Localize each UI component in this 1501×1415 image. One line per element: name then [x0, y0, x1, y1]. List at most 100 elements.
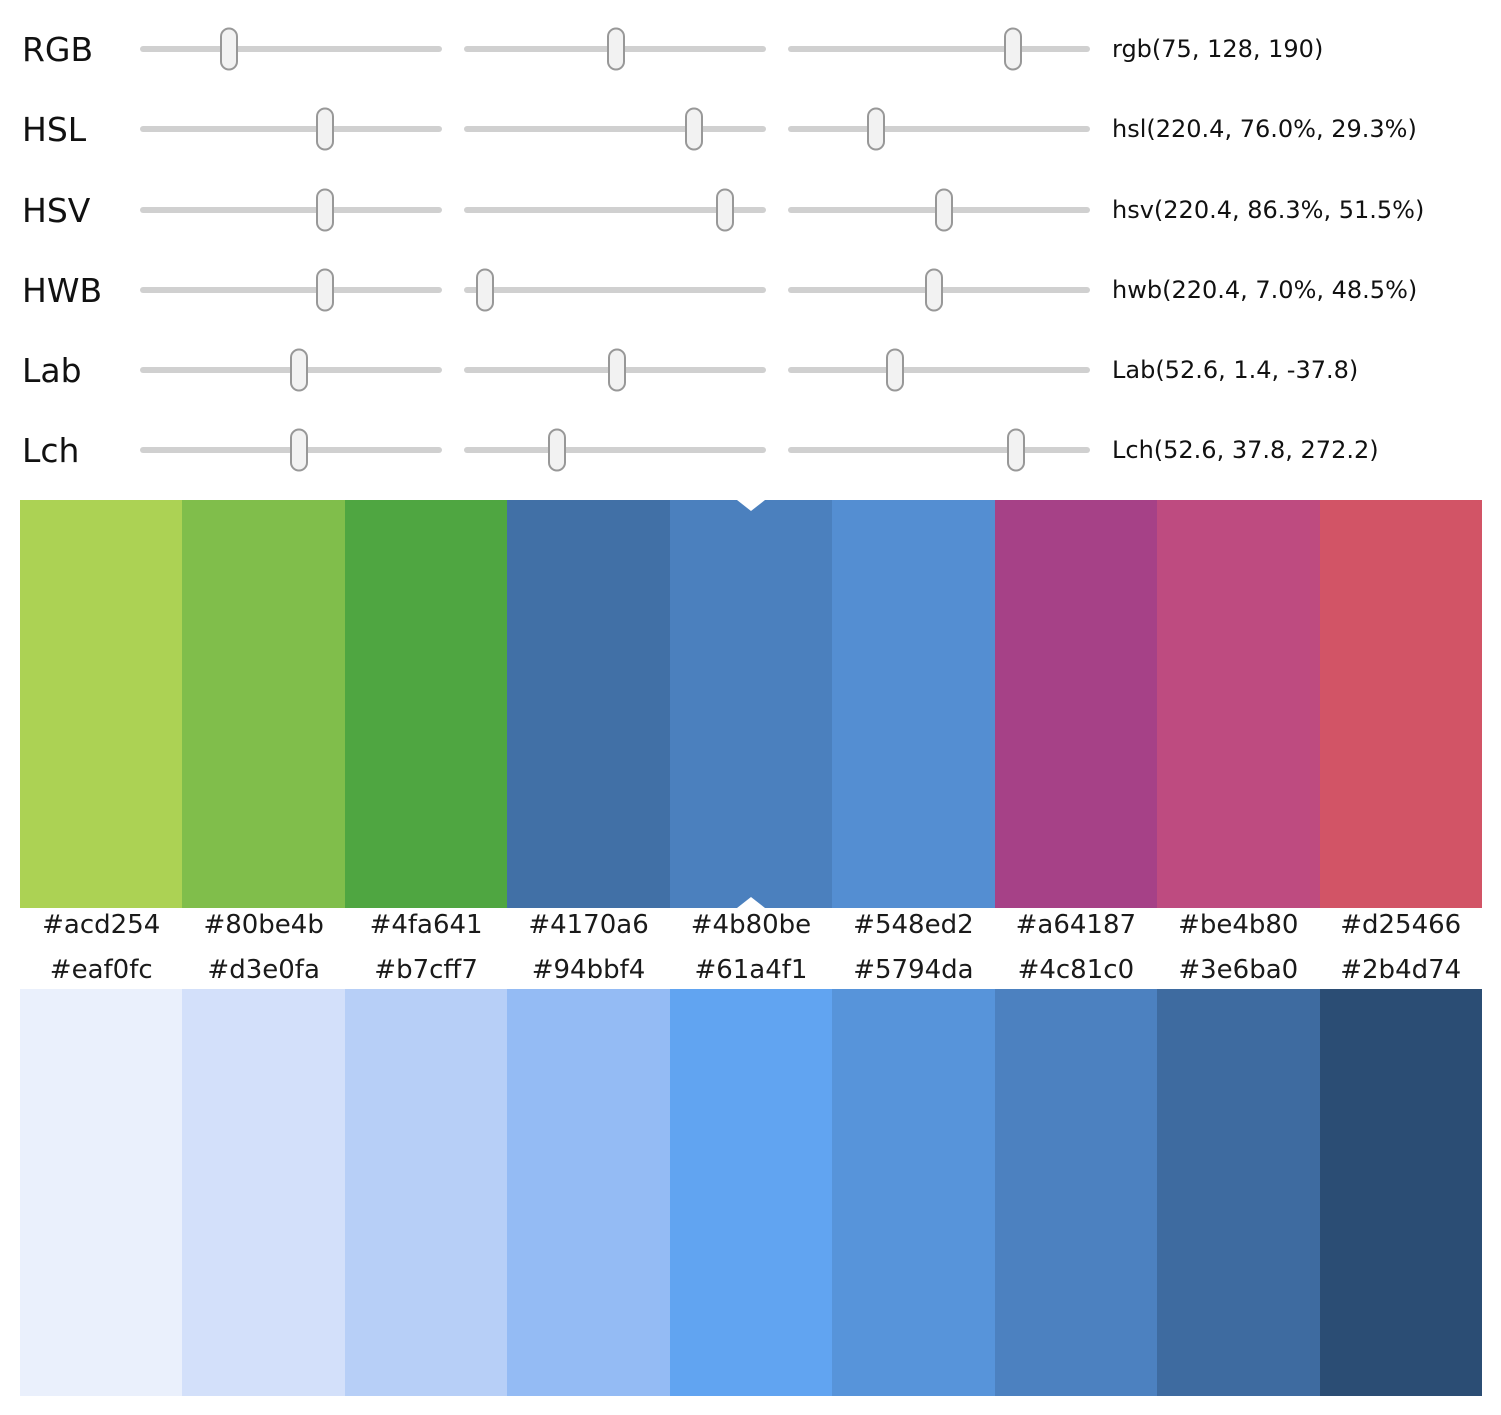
slider-track-group [140, 268, 1090, 312]
swatch[interactable] [994, 500, 1158, 908]
lightness-hex-labels: #eaf0fc #d3e0fa #b7cff7 #94bbf4 #61a4f1 … [20, 951, 1482, 989]
swatch[interactable] [669, 989, 833, 1396]
slider-track-group [140, 428, 1090, 472]
slider-track-s[interactable] [464, 107, 766, 151]
slider-thumb[interactable] [315, 107, 334, 151]
slider-track-group [140, 188, 1090, 232]
slider-row-label: HSL [22, 109, 87, 149]
slider-thumb[interactable] [289, 428, 308, 472]
hue-hex-labels: #acd254 #80be4b #4fa641 #4170a6 #4b80be … [20, 906, 1482, 944]
slider-thumb[interactable] [1007, 428, 1026, 472]
hex-label: #80be4b [203, 910, 324, 940]
swatch[interactable] [1319, 989, 1482, 1396]
slider-thumb[interactable] [885, 348, 904, 392]
slider-track-s[interactable] [464, 188, 766, 232]
hex-label: #acd254 [42, 910, 161, 940]
slider-track-group [140, 107, 1090, 151]
swatch[interactable] [344, 500, 508, 908]
hex-label: #548ed2 [853, 910, 974, 940]
slider-track-a[interactable] [464, 348, 766, 392]
lightness-palette [20, 989, 1482, 1396]
swatch[interactable] [182, 500, 345, 908]
slider-row-rgb: RGB rgb(75, 128, 190) [22, 9, 1501, 89]
swatch[interactable] [832, 989, 995, 1396]
slider-track-b[interactable] [788, 348, 1090, 392]
swatch[interactable] [344, 989, 508, 1396]
slider-track-g[interactable] [464, 27, 766, 71]
slider-track-l[interactable] [140, 428, 442, 472]
slider-value: rgb(75, 128, 190) [1112, 35, 1324, 63]
slider-thumb[interactable] [715, 188, 734, 232]
hex-label: #a64187 [1015, 910, 1137, 940]
slider-thumb[interactable] [608, 348, 627, 392]
hex-label: #b7cff7 [374, 955, 478, 985]
slider-track-h[interactable] [140, 107, 442, 151]
selected-swatch-marker-bottom-icon [737, 897, 765, 908]
slider-value: hsv(220.4, 86.3%, 51.5%) [1112, 196, 1425, 224]
slider-thumb[interactable] [934, 188, 953, 232]
slider-track-l[interactable] [788, 107, 1090, 151]
slider-track-group [140, 27, 1090, 71]
slider-thumb[interactable] [925, 268, 944, 312]
hex-label: #94bbf4 [531, 955, 646, 985]
slider-value: Lab(52.6, 1.4, -37.8) [1112, 356, 1359, 384]
slider-track-b[interactable] [788, 268, 1090, 312]
hex-label: #5794da [853, 955, 974, 985]
swatch[interactable] [1319, 500, 1482, 908]
slider-row-lab: Lab Lab(52.6, 1.4, -37.8) [22, 330, 1501, 410]
slider-thumb[interactable] [1003, 27, 1022, 71]
slider-track-h[interactable] [788, 428, 1090, 472]
hex-label: #d3e0fa [207, 955, 320, 985]
hex-label: #be4b80 [1178, 910, 1299, 940]
hex-label: #d25466 [1340, 910, 1462, 940]
slider-track-c[interactable] [464, 428, 766, 472]
hex-label: #61a4f1 [694, 955, 808, 985]
slider-track-group [140, 348, 1090, 392]
hex-label: #3e6ba0 [1178, 955, 1299, 985]
slider-value: Lch(52.6, 37.8, 272.2) [1112, 436, 1379, 464]
slider-thumb[interactable] [315, 268, 334, 312]
slider-thumb[interactable] [476, 268, 495, 312]
swatch[interactable] [20, 500, 183, 908]
swatch[interactable] [832, 500, 995, 908]
hex-label: #4c81c0 [1017, 955, 1135, 985]
slider-track-r[interactable] [140, 27, 442, 71]
slider-thumb[interactable] [606, 27, 625, 71]
swatch[interactable] [182, 989, 345, 1396]
slider-track-h[interactable] [140, 188, 442, 232]
swatch[interactable] [20, 989, 183, 1396]
slider-thumb[interactable] [867, 107, 886, 151]
hex-label: #4fa641 [369, 910, 483, 940]
slider-row-hwb: HWB hwb(220.4, 7.0%, 48.5%) [22, 250, 1501, 330]
slider-row-hsl: HSL hsl(220.4, 76.0%, 29.3%) [22, 89, 1501, 169]
slider-row-lch: Lch Lch(52.6, 37.8, 272.2) [22, 410, 1501, 490]
slider-thumb[interactable] [315, 188, 334, 232]
selected-swatch-marker-top-icon [737, 500, 765, 511]
hue-palette [20, 500, 1482, 908]
slider-track-v[interactable] [788, 188, 1090, 232]
slider-row-label: HSV [22, 190, 91, 230]
slider-thumb[interactable] [684, 107, 703, 151]
slider-thumb[interactable] [219, 27, 238, 71]
swatch[interactable] [1157, 500, 1320, 908]
slider-track-b[interactable] [788, 27, 1090, 71]
swatch[interactable] [994, 989, 1158, 1396]
slider-track-w[interactable] [464, 268, 766, 312]
slider-row-hsv: HSV hsv(220.4, 86.3%, 51.5%) [22, 170, 1501, 250]
swatch[interactable] [1157, 989, 1320, 1396]
slider-track-h[interactable] [140, 268, 442, 312]
slider-value: hsl(220.4, 76.0%, 29.3%) [1112, 115, 1417, 143]
slider-thumb[interactable] [289, 348, 308, 392]
slider-row-label: RGB [22, 29, 94, 69]
swatch-selected[interactable] [669, 500, 833, 908]
hex-label: #4b80be [690, 910, 812, 940]
slider-row-label: HWB [22, 270, 103, 310]
hex-label: #4170a6 [528, 910, 649, 940]
slider-row-label: Lab [22, 350, 82, 390]
swatch[interactable] [507, 500, 670, 908]
hex-label: #eaf0fc [49, 955, 153, 985]
swatch[interactable] [507, 989, 670, 1396]
slider-track-l[interactable] [140, 348, 442, 392]
slider-thumb[interactable] [548, 428, 567, 472]
hex-label: #2b4d74 [1340, 955, 1462, 985]
